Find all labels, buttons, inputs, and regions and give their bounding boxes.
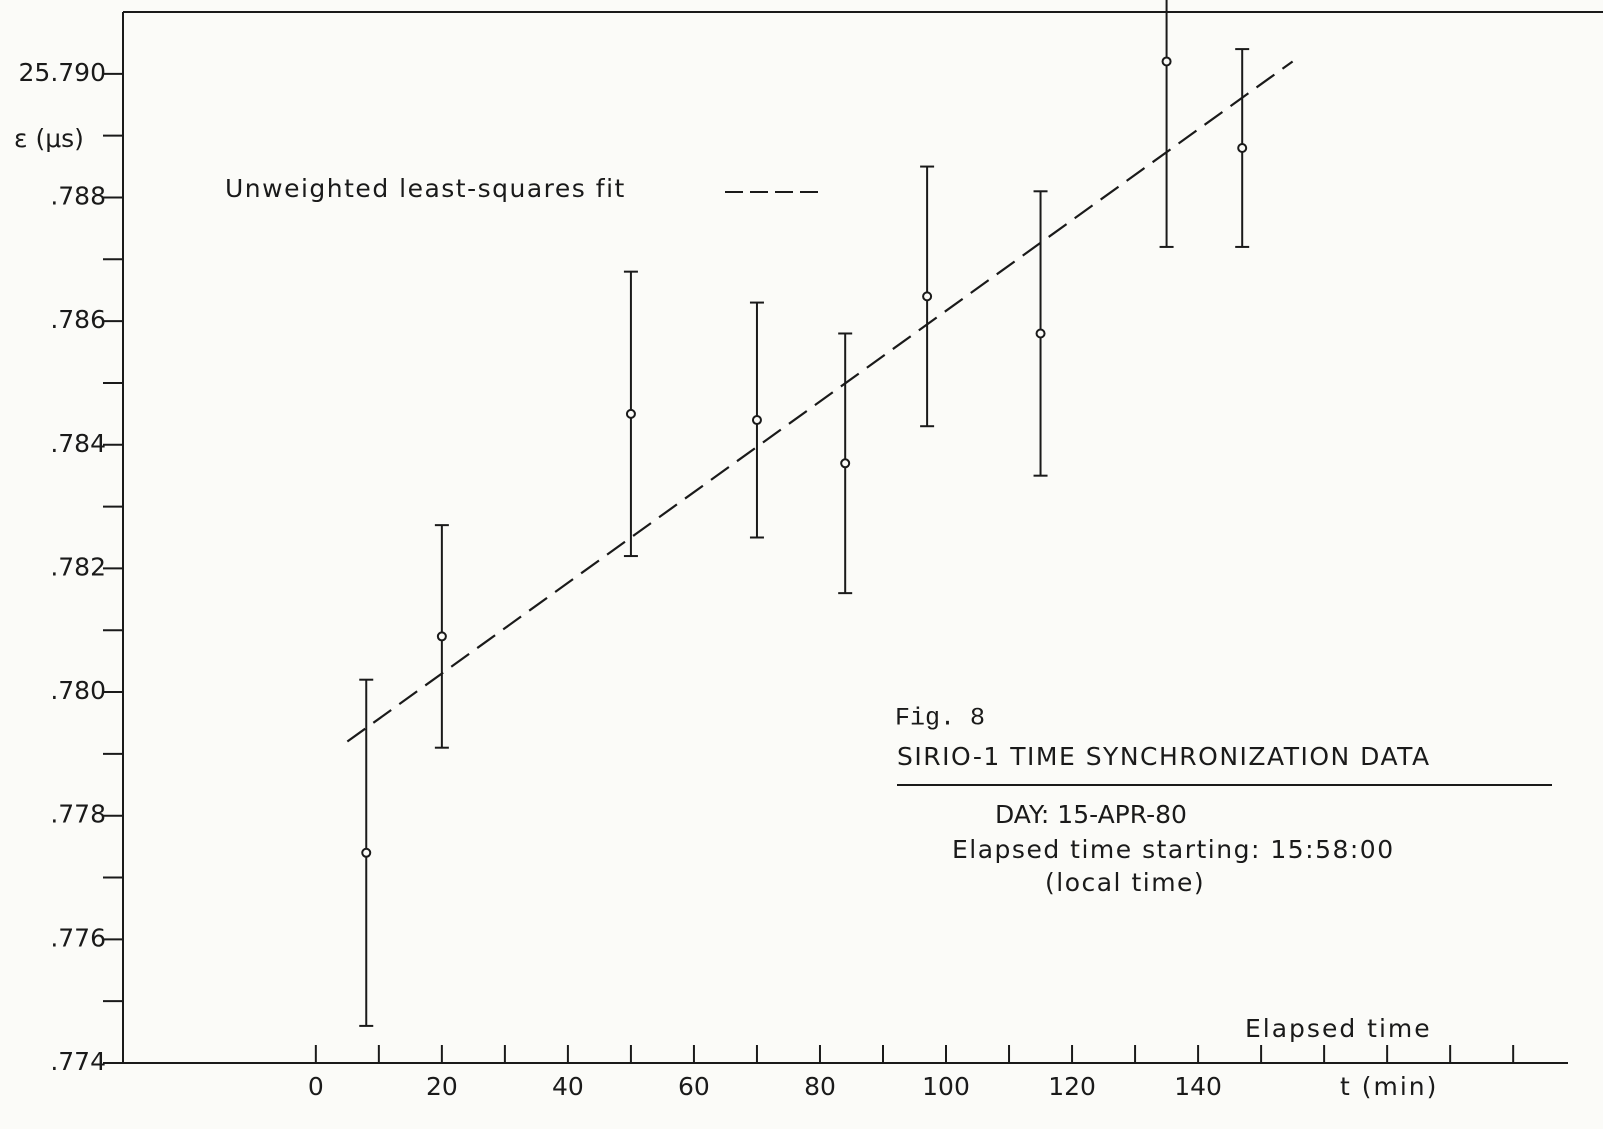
legend-label: Unweighted least-squares fit <box>225 174 626 203</box>
figure-title: SIRIO-1 TIME SYNCHRONIZATION DATA <box>897 742 1431 771</box>
y-axis-label: ε (μs) <box>14 124 84 153</box>
annotation: Elapsed time starting: 15:58:00 <box>952 835 1395 864</box>
x-tick-label: 100 <box>922 1072 970 1101</box>
data-point <box>1035 328 1046 339</box>
figure-number: Fig. 8 <box>895 704 985 733</box>
data-point <box>361 847 372 858</box>
y-tick-label: .778 <box>50 800 106 829</box>
annotation: DAY: 15-APR-80 <box>995 800 1187 829</box>
y-tick-label: .784 <box>50 429 106 458</box>
data-point <box>436 631 447 642</box>
y-tick-label: .782 <box>50 552 106 581</box>
x-tick-label: 60 <box>678 1072 710 1101</box>
x-tick-label: 80 <box>804 1072 836 1101</box>
data-point <box>1161 56 1172 67</box>
y-tick-label: .774 <box>50 1047 106 1076</box>
data-point <box>840 458 851 469</box>
data-point <box>1237 143 1248 154</box>
y-tick-label: .788 <box>50 181 106 210</box>
y-tick-label: 25.790 <box>19 58 106 87</box>
data-point <box>751 415 762 426</box>
x-axis-label-2: Elapsed time <box>1245 1014 1432 1043</box>
x-tick-label: 120 <box>1048 1072 1096 1101</box>
x-tick-label: 140 <box>1174 1072 1222 1101</box>
x-axis-label: t (min) <box>1340 1072 1438 1101</box>
x-tick-label: 20 <box>426 1072 458 1101</box>
x-tick-label: 0 <box>308 1072 324 1101</box>
x-tick-label: 40 <box>552 1072 584 1101</box>
y-tick-label: .780 <box>50 676 106 705</box>
annotation: (local time) <box>1045 868 1205 897</box>
data-point <box>625 408 636 419</box>
y-tick-label: .776 <box>50 923 106 952</box>
y-tick-label: .786 <box>50 305 106 334</box>
data-point <box>922 291 933 302</box>
fit-line <box>346 60 1294 743</box>
